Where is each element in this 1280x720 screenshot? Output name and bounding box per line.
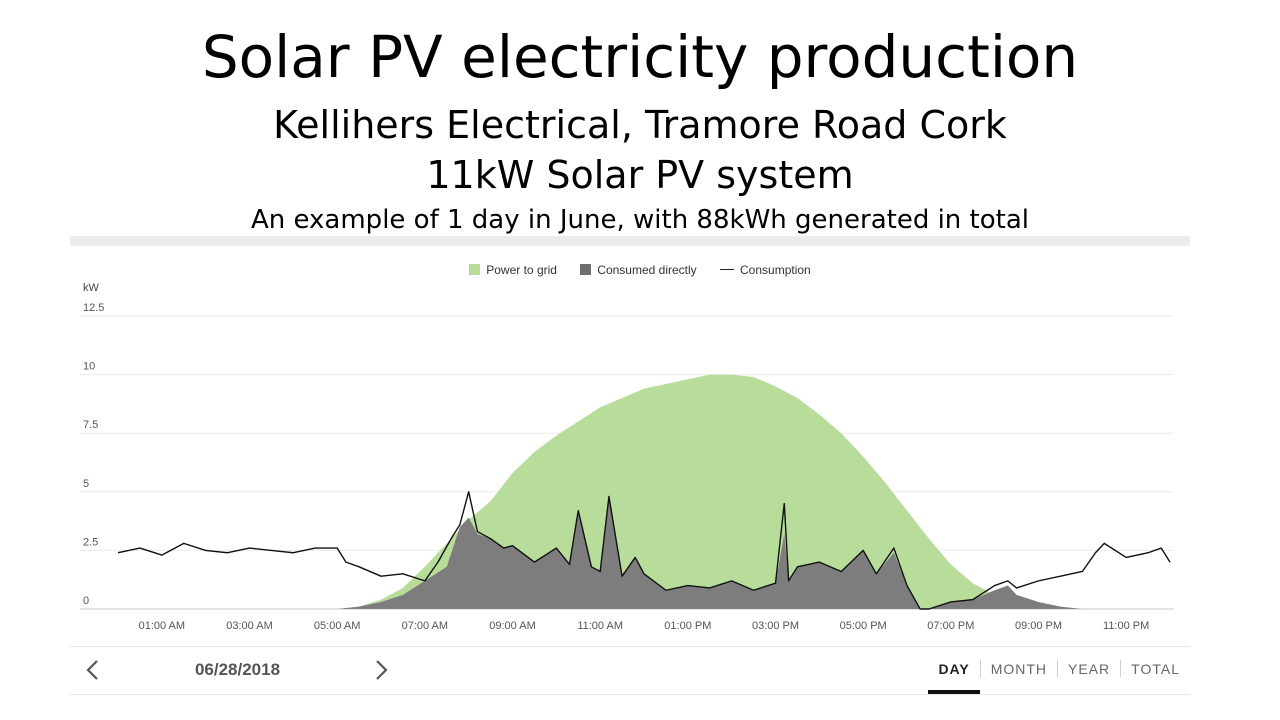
series-power-to-grid-area — [337, 374, 1083, 609]
series-consumption-line — [117, 491, 1171, 610]
legend-label: Power to grid — [486, 263, 557, 277]
previous-day-chevron-icon[interactable] — [78, 656, 108, 684]
tab-separator — [1120, 660, 1122, 677]
chart-legend: Power to grid Consumed directly Consumpt… — [0, 263, 1280, 277]
tab-day[interactable]: DAY — [928, 661, 981, 694]
system-size: 11kW Solar PV system — [426, 153, 854, 197]
x-tick-label: 09:00 PM — [1015, 620, 1062, 632]
y-tick-label: 12.5 — [83, 302, 104, 314]
footer-divider — [70, 694, 1190, 695]
series-consumed-directly-area — [337, 496, 1083, 609]
x-tick-label: 03:00 PM — [752, 620, 799, 632]
legend-power-to-grid[interactable]: Power to grid — [469, 263, 557, 277]
x-tick-label: 05:00 PM — [840, 620, 887, 632]
current-date[interactable]: 06/28/2018 — [194, 660, 281, 679]
legend-label: Consumed directly — [597, 263, 697, 277]
x-tick-label: 01:00 AM — [139, 620, 185, 632]
series-group — [117, 374, 1171, 610]
x-tick-label: 07:00 AM — [402, 620, 448, 632]
x-tick-label: 01:00 PM — [664, 620, 711, 632]
x-tick-label: 11:00 PM — [1103, 620, 1149, 632]
y-tick-label: 5 — [83, 478, 89, 490]
period-tabs: DAY MONTH YEAR TOTAL — [928, 660, 1190, 694]
legend-label: Consumption — [740, 263, 811, 277]
x-tick-label: 11:00 AM — [577, 620, 623, 632]
x-tick-label: 07:00 PM — [927, 620, 974, 632]
slide-title: Solar PV electricity production — [201, 23, 1079, 91]
legend-consumption[interactable]: Consumption — [720, 263, 811, 277]
x-tick-label: 05:00 AM — [314, 620, 360, 632]
tab-total[interactable]: TOTAL — [1131, 660, 1180, 677]
y-ticks: 0 2.5 5 7.5 10 12.5 — [83, 302, 104, 607]
slide-subtitle: Kellihers Electrical, Tramore Road Cork — [273, 103, 1007, 147]
example-caption: An example of 1 day in June, with 88kWh … — [250, 205, 1030, 235]
y-tick-label: 2.5 — [83, 536, 98, 548]
next-day-chevron-icon[interactable] — [366, 656, 396, 684]
x-ticks: 01:00 AM 03:00 AM 05:00 AM 07:00 AM 09:00 AM… — [139, 620, 1150, 632]
production-chart: kW 0 2.5 5 7.5 10 12.5 01:00 AM 03:00 AM 05:00 … — [80, 282, 1174, 632]
x-tick-label: 03:00 AM — [226, 620, 272, 632]
x-tick-label: 09:00 AM — [489, 620, 535, 632]
bottom-divider — [70, 646, 1190, 647]
tab-month[interactable]: MONTH — [990, 660, 1048, 677]
y-tick-label: 0 — [83, 595, 89, 607]
legend-swatch-line — [720, 268, 735, 270]
tab-year[interactable]: YEAR — [1068, 660, 1111, 677]
legend-swatch-green — [469, 264, 481, 275]
y-tick-label: 7.5 — [83, 419, 98, 431]
legend-consumed-directly[interactable]: Consumed directly — [580, 263, 697, 277]
legend-swatch-grey — [580, 264, 592, 275]
tab-separator — [1057, 660, 1059, 677]
top-divider — [70, 236, 1190, 246]
y-axis-unit: kW — [83, 282, 100, 294]
y-tick-label: 10 — [83, 361, 95, 373]
tab-separator — [979, 660, 981, 677]
